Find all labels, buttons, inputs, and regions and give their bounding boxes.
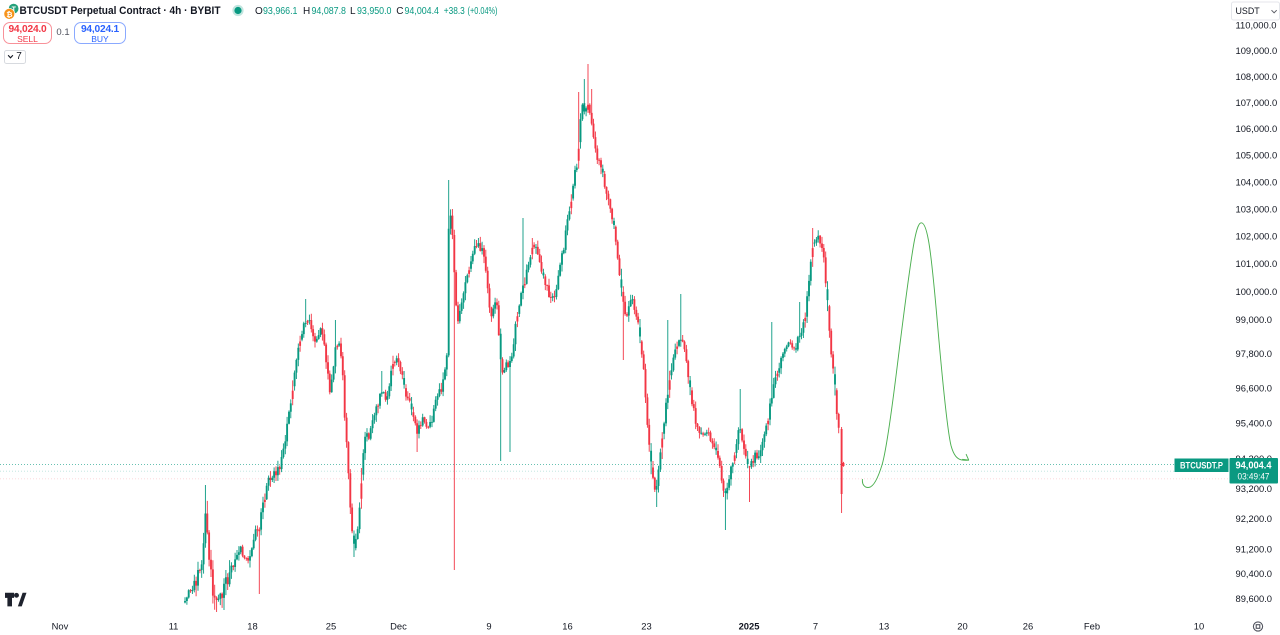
svg-text:26: 26: [1023, 620, 1033, 631]
svg-text:18: 18: [247, 620, 257, 631]
svg-text:89,600.0: 89,600.0: [1236, 593, 1273, 604]
svg-text:92,200.0: 92,200.0: [1236, 513, 1273, 524]
svg-text:9: 9: [486, 620, 491, 631]
svg-text:7: 7: [813, 620, 818, 631]
svg-text:₿: ₿: [6, 10, 12, 19]
svg-text:95,400.0: 95,400.0: [1236, 418, 1273, 429]
svg-text:106,000.0: 106,000.0: [1236, 123, 1278, 134]
svg-text:94,004.4: 94,004.4: [405, 6, 440, 17]
svg-text:13: 13: [879, 620, 889, 631]
svg-text:2025: 2025: [739, 620, 760, 631]
svg-text:T: T: [12, 6, 17, 13]
svg-text:108,000.0: 108,000.0: [1236, 71, 1278, 82]
svg-text:103,000.0: 103,000.0: [1236, 203, 1278, 214]
svg-text:03:49:47: 03:49:47: [1238, 472, 1270, 482]
svg-text:96,600.0: 96,600.0: [1236, 383, 1273, 394]
svg-text:L: L: [350, 6, 356, 17]
svg-text:100,000.0: 100,000.0: [1236, 286, 1278, 297]
svg-text:110,000.0: 110,000.0: [1236, 20, 1277, 31]
svg-text:16: 16: [562, 620, 572, 631]
svg-text:109,000.0: 109,000.0: [1236, 45, 1278, 56]
svg-text:94,004.4: 94,004.4: [1236, 460, 1272, 472]
svg-text:(+0.04%): (+0.04%): [468, 6, 498, 17]
svg-text:BTCUSDT.P: BTCUSDT.P: [1180, 460, 1223, 470]
svg-text:Feb: Feb: [1084, 620, 1100, 631]
svg-text:USDT: USDT: [1236, 6, 1261, 16]
svg-text:93,950.0: 93,950.0: [357, 6, 392, 17]
svg-text:105,000.0: 105,000.0: [1236, 150, 1278, 161]
svg-text:O: O: [255, 6, 263, 17]
svg-text:H: H: [303, 6, 310, 17]
svg-text:90,400.0: 90,400.0: [1236, 568, 1273, 579]
svg-text:104,000.0: 104,000.0: [1236, 176, 1278, 187]
svg-text:99,000.0: 99,000.0: [1236, 314, 1273, 325]
svg-text:11: 11: [169, 620, 179, 631]
svg-text:25: 25: [326, 620, 336, 631]
svg-text:91,200.0: 91,200.0: [1236, 544, 1273, 555]
svg-text:C: C: [396, 6, 403, 17]
svg-text:101,000.0: 101,000.0: [1236, 258, 1278, 269]
svg-text:102,000.0: 102,000.0: [1236, 231, 1278, 242]
svg-text:+38.3: +38.3: [444, 6, 465, 17]
svg-text:97,800.0: 97,800.0: [1236, 348, 1273, 359]
svg-text:93,200.0: 93,200.0: [1236, 483, 1273, 494]
svg-text:Dec: Dec: [390, 620, 407, 631]
svg-text:23: 23: [641, 620, 651, 631]
svg-text:107,000.0: 107,000.0: [1236, 97, 1278, 108]
svg-text:94,087.8: 94,087.8: [312, 6, 347, 17]
svg-text:93,966.1: 93,966.1: [263, 6, 298, 17]
svg-text:BTCUSDT Perpetual Contract · 4: BTCUSDT Perpetual Contract · 4h · BYBIT: [20, 5, 221, 17]
svg-text:10: 10: [1194, 620, 1204, 631]
svg-text:Nov: Nov: [52, 620, 69, 631]
svg-text:20: 20: [957, 620, 967, 631]
